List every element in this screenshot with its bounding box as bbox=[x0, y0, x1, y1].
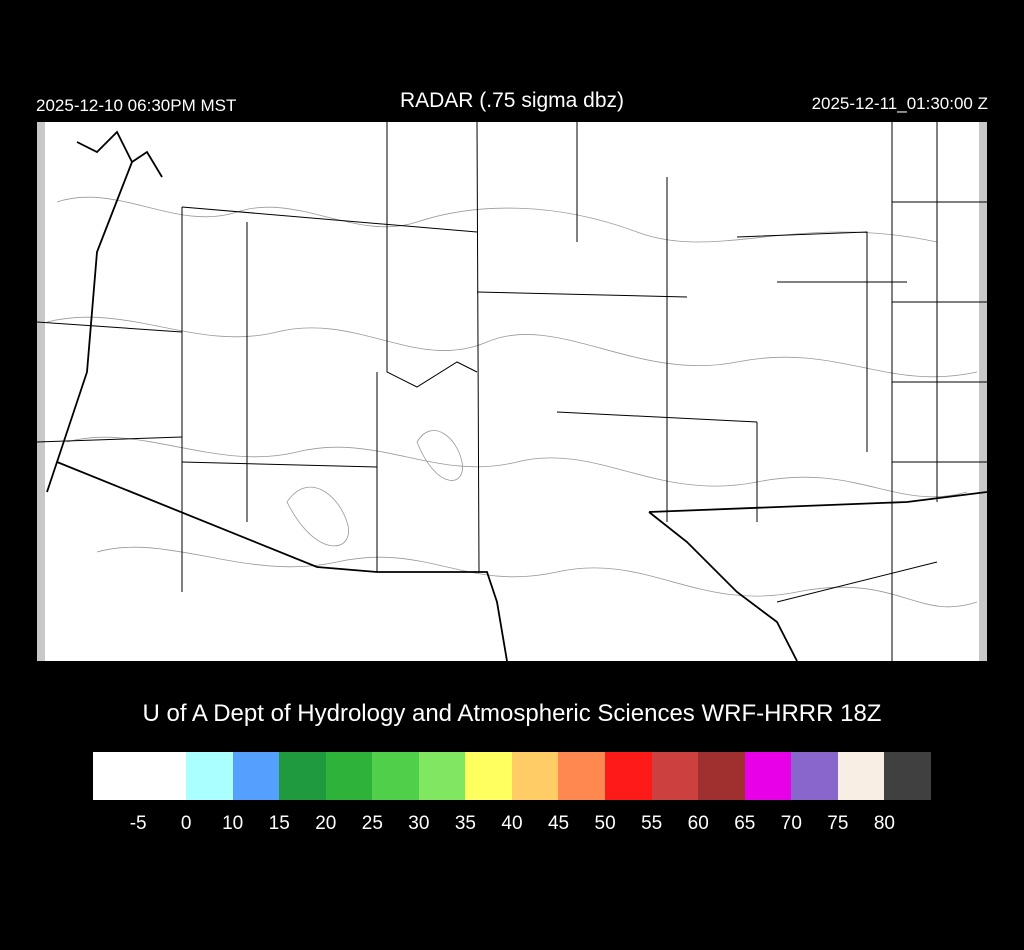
colorbar-label: 55 bbox=[641, 813, 663, 834]
colorbar-label: 45 bbox=[547, 813, 570, 834]
credit-text: U of A Dept of Hydrology and Atmospheric… bbox=[142, 700, 882, 727]
colorbar-swatch bbox=[605, 752, 652, 800]
colorbar-label: 10 bbox=[222, 813, 244, 834]
colorbar-swatch bbox=[744, 752, 792, 800]
colorbar-swatch bbox=[837, 752, 885, 800]
colorbar-label: 30 bbox=[408, 813, 430, 834]
colorbar-label: 20 bbox=[315, 813, 337, 834]
colorbar-label: 0 bbox=[180, 813, 192, 834]
colorbar-swatch bbox=[93, 752, 187, 800]
colorbar-swatch bbox=[418, 752, 466, 800]
terrain-contours bbox=[46, 196, 978, 608]
local-timestamp: 2025-12-10 06:30PM MST bbox=[36, 96, 237, 115]
colorbar-label: 75 bbox=[827, 813, 849, 834]
colorbar bbox=[93, 752, 931, 800]
colorbar-label: 35 bbox=[454, 813, 477, 834]
left-edge-strip bbox=[37, 122, 45, 661]
colorbar-swatch bbox=[698, 752, 745, 800]
map-boundaries bbox=[36, 121, 988, 662]
colorbar-label: 15 bbox=[268, 813, 290, 834]
colorbar-swatch bbox=[884, 752, 931, 800]
state-borders bbox=[46, 130, 988, 662]
colorbar-label: -5 bbox=[129, 813, 147, 834]
colorbar-swatch bbox=[791, 752, 838, 800]
colorbar-label: 60 bbox=[687, 813, 709, 834]
colorbar-label: 70 bbox=[780, 813, 802, 834]
county-lines bbox=[36, 121, 987, 662]
colorbar-swatch bbox=[232, 752, 280, 800]
right-edge-strip bbox=[979, 122, 987, 661]
colorbar-swatch bbox=[279, 752, 326, 800]
colorbar-swatch bbox=[511, 752, 559, 800]
map-title: RADAR (.75 sigma dbz) bbox=[399, 89, 625, 112]
colorbar-label: 25 bbox=[361, 813, 383, 834]
colorbar-swatch bbox=[651, 752, 699, 800]
colorbar-label: 40 bbox=[501, 813, 523, 834]
utc-timestamp: 2025-12-11_01:30:00 Z bbox=[811, 94, 988, 113]
colorbar-label: 65 bbox=[734, 813, 756, 834]
colorbar-swatch bbox=[372, 752, 419, 800]
colorbar-swatch bbox=[558, 752, 606, 800]
colorbar-swatch bbox=[325, 752, 373, 800]
colorbar-label: 50 bbox=[594, 813, 616, 834]
colorbar-swatch bbox=[186, 752, 233, 800]
colorbar-label: 80 bbox=[873, 813, 896, 834]
radar-map bbox=[36, 121, 988, 662]
colorbar-swatch bbox=[465, 752, 512, 800]
